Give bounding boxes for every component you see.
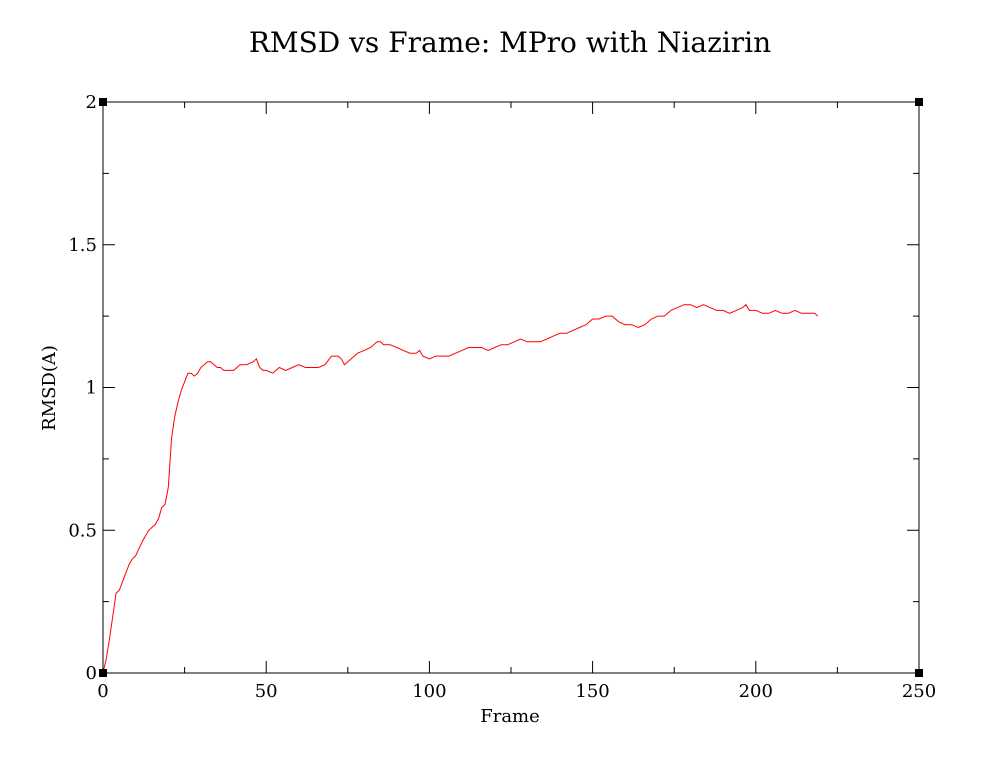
y-axis: 0 0.5 1 1.5 2 xyxy=(68,92,919,684)
y-tick-label: 1.5 xyxy=(68,235,97,256)
x-tick-label: 0 xyxy=(97,681,108,702)
minor-ticks xyxy=(103,102,919,673)
x-axis: 0 50 100 150 200 250 xyxy=(97,102,936,702)
y-tick-label: 1 xyxy=(86,378,97,399)
x-tick-label: 100 xyxy=(412,681,446,702)
x-tick-label: 50 xyxy=(255,681,278,702)
y-tick-label: 2 xyxy=(86,92,97,113)
series-layer xyxy=(102,303,819,674)
plot-area xyxy=(102,101,920,674)
corner-markers xyxy=(99,98,923,677)
y-axis-label: RMSD(A) xyxy=(39,345,60,431)
rmsd-series-line xyxy=(102,303,819,674)
x-tick-label: 200 xyxy=(739,681,773,702)
corner-marker xyxy=(915,669,923,677)
x-tick-label: 250 xyxy=(902,681,936,702)
chart-title: RMSD vs Frame: MPro with Niazirin xyxy=(249,26,771,59)
x-tick-label: 150 xyxy=(575,681,609,702)
y-tick-label: 0 xyxy=(86,663,97,684)
corner-marker xyxy=(99,669,107,677)
corner-marker xyxy=(99,98,107,106)
y-tick-label: 0.5 xyxy=(68,520,97,541)
x-axis-label: Frame xyxy=(480,706,540,727)
plot-frame xyxy=(102,101,920,674)
corner-marker xyxy=(915,98,923,106)
